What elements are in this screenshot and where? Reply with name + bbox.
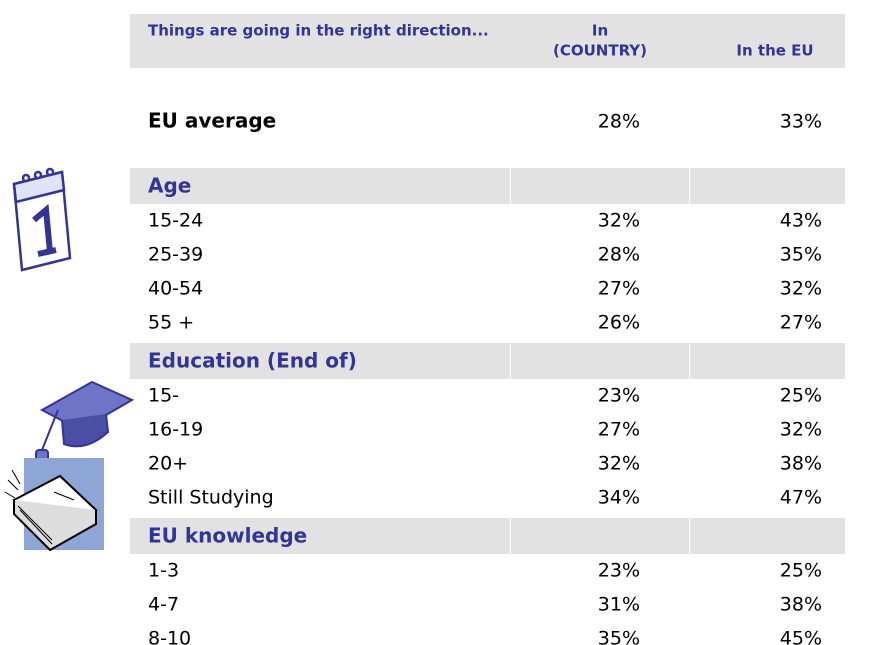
- row-value: 25%: [780, 560, 822, 582]
- column-header: (COUNTRY): [553, 42, 647, 60]
- row-value: 27%: [598, 419, 640, 441]
- row-value: 26%: [598, 312, 640, 334]
- section-band: [511, 343, 689, 379]
- row-label: 8-10: [148, 628, 191, 645]
- row-value: 38%: [780, 594, 822, 616]
- section-title: Age: [148, 174, 191, 198]
- row-value: 32%: [780, 278, 822, 300]
- row-label: 25-39: [148, 244, 203, 266]
- row-label: Still Studying: [148, 487, 274, 509]
- row-value: 35%: [598, 628, 640, 645]
- row-value: 32%: [780, 419, 822, 441]
- row-label: 4-7: [148, 594, 179, 616]
- average-value: 33%: [780, 111, 822, 133]
- row-label: 55 +: [148, 312, 194, 334]
- row-value: 28%: [598, 244, 640, 266]
- row-value: 25%: [780, 385, 822, 407]
- header-title: Things are going in the right direction.…: [148, 22, 489, 40]
- row-value: 45%: [780, 628, 822, 645]
- section-band: [690, 518, 845, 554]
- section-band: [511, 168, 689, 204]
- row-label: 20+: [148, 453, 188, 475]
- column-header: In the EU: [736, 42, 813, 60]
- row-label: 15-24: [148, 210, 203, 232]
- row-value: 38%: [780, 453, 822, 475]
- row-value: 23%: [598, 385, 640, 407]
- section-band: [690, 343, 845, 379]
- section-band: [690, 168, 845, 204]
- graduation-cap-icon: [35, 380, 135, 467]
- row-value: 27%: [780, 312, 822, 334]
- row-value: 23%: [598, 560, 640, 582]
- row-label: 15-: [148, 385, 179, 407]
- header-band: [130, 14, 845, 68]
- section-title: Education (End of): [148, 349, 357, 373]
- row-value: 47%: [780, 487, 822, 509]
- row-value: 32%: [598, 210, 640, 232]
- section-band: [511, 518, 689, 554]
- calendar-icon: [12, 167, 72, 272]
- average-label: EU average: [148, 109, 276, 133]
- row-value: 32%: [598, 453, 640, 475]
- row-value: 27%: [598, 278, 640, 300]
- row-value: 31%: [598, 594, 640, 616]
- section-band: [130, 518, 510, 554]
- row-label: 16-19: [148, 419, 203, 441]
- row-label: 1-3: [148, 560, 179, 582]
- column-header: In: [592, 22, 608, 40]
- row-value: 35%: [780, 244, 822, 266]
- row-value: 34%: [598, 487, 640, 509]
- section-band: [130, 343, 510, 379]
- row-label: 40-54: [148, 278, 203, 300]
- average-value: 28%: [598, 111, 640, 133]
- row-value: 43%: [780, 210, 822, 232]
- section-band: [130, 168, 510, 204]
- section-title: EU knowledge: [148, 524, 307, 548]
- book-icon: [4, 458, 104, 552]
